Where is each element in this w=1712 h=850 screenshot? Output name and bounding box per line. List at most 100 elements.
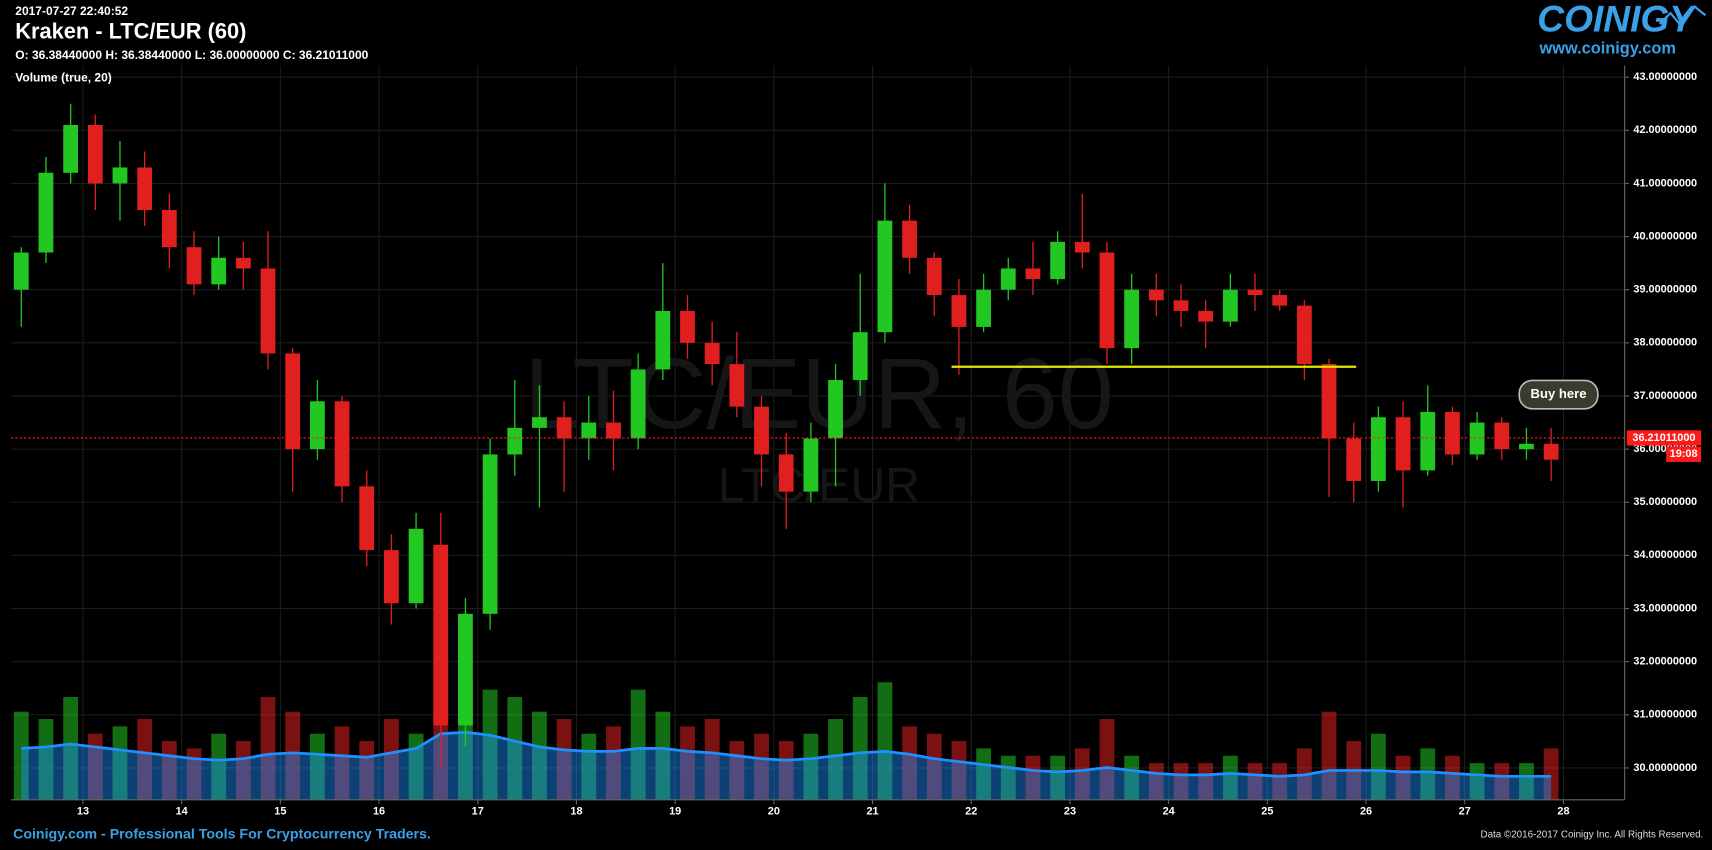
candle-body xyxy=(1469,422,1485,455)
marks xyxy=(10,103,1625,800)
volume-bar xyxy=(1543,748,1559,800)
candle-body xyxy=(877,220,893,333)
volume-ma-area xyxy=(21,732,1552,800)
x-tick-label: 23 xyxy=(1064,806,1076,818)
candle-body xyxy=(704,342,720,365)
volume-bar xyxy=(1050,755,1066,800)
candle-body xyxy=(902,220,917,258)
indicator-label: Volume (true, 20) xyxy=(15,71,111,85)
volume-bar xyxy=(1025,755,1041,800)
volume-bar xyxy=(704,719,720,800)
candle-body xyxy=(1395,417,1411,471)
candle-body xyxy=(754,406,769,455)
volume-bar xyxy=(803,733,819,800)
y-tick-label: 35.00000000 xyxy=(1633,496,1697,508)
candle-body xyxy=(828,380,843,439)
candle-body xyxy=(556,417,572,439)
candle-body xyxy=(852,332,868,381)
logo: COINIGY xyxy=(1537,0,1697,40)
candle-body xyxy=(482,454,498,614)
candle-body xyxy=(334,401,350,487)
volume-bar xyxy=(1173,763,1189,800)
volume-bar xyxy=(778,741,794,800)
watermark-sub: LTC/EUR xyxy=(718,460,920,513)
y-tick-label: 40.00000000 xyxy=(1633,230,1697,242)
logo-icon xyxy=(1658,4,1707,29)
timer-label: 19:08 xyxy=(1670,448,1698,460)
last-price-label: 36.21011000 xyxy=(1632,432,1695,444)
candle-body xyxy=(1247,289,1263,296)
candle-body xyxy=(235,257,251,269)
footer-left: Coinigy.com - Professional Tools For Cry… xyxy=(13,826,431,842)
candle-body xyxy=(309,401,325,450)
candle-body xyxy=(680,310,695,343)
volume-bar xyxy=(877,682,893,800)
candle-body xyxy=(359,486,375,551)
last-price-box xyxy=(1626,430,1702,446)
candle-body xyxy=(186,247,202,285)
x-tick-label: 13 xyxy=(77,806,89,818)
candle-body xyxy=(1370,417,1386,481)
volume-bar xyxy=(1222,755,1238,800)
candle-body xyxy=(112,167,128,184)
x-tick-label: 16 xyxy=(373,806,385,818)
volume-bar xyxy=(285,711,301,800)
volume-bar xyxy=(112,726,128,800)
volume-bar xyxy=(1370,733,1386,800)
candle-body xyxy=(260,268,276,354)
volume-bar xyxy=(630,689,646,800)
candle-body xyxy=(137,167,153,210)
volume-bar xyxy=(1124,755,1140,800)
volume-bar xyxy=(1074,748,1090,800)
y-tick-label: 31.00000000 xyxy=(1633,709,1697,721)
volume-bar xyxy=(87,733,103,800)
candle-body xyxy=(803,438,819,492)
x-tick-label: 28 xyxy=(1557,806,1569,818)
candle-body xyxy=(1420,411,1436,471)
volume-bar xyxy=(828,719,843,800)
volume-bar xyxy=(976,748,992,800)
candle-body xyxy=(1050,241,1066,280)
candle-body xyxy=(655,310,671,370)
candle-body xyxy=(630,369,646,439)
title: Kraken - LTC/EUR (60) xyxy=(15,19,246,44)
timer-box xyxy=(1666,446,1702,462)
callout-box xyxy=(1518,379,1599,410)
timestamp: 2017-07-27 22:40:52 xyxy=(15,4,128,18)
candle-body xyxy=(778,454,794,492)
candle-body xyxy=(1074,241,1090,253)
volume-bar xyxy=(1469,763,1485,800)
x-tick-label: 25 xyxy=(1261,806,1273,818)
candle-body xyxy=(1346,438,1362,481)
volume-bar xyxy=(186,748,202,800)
candle-body xyxy=(1296,305,1312,365)
candle-body xyxy=(1198,310,1214,322)
x-tick-label: 27 xyxy=(1459,806,1471,818)
volume-ma-line xyxy=(21,730,1552,778)
y-tick-label: 43.00000000 xyxy=(1633,71,1697,83)
volume-bar xyxy=(754,733,769,800)
candle-body xyxy=(976,289,992,327)
x-tick-label: 19 xyxy=(669,806,681,818)
volume-bar xyxy=(235,741,251,800)
volume-bar xyxy=(1494,763,1510,800)
x-tick-label: 18 xyxy=(570,806,582,818)
grid xyxy=(10,65,1625,800)
candle-body xyxy=(38,172,54,253)
candle-body xyxy=(1000,268,1016,290)
candle-body xyxy=(63,124,79,173)
volume-bar xyxy=(334,726,350,800)
volume-bar xyxy=(1198,763,1214,800)
x-tick-label: 24 xyxy=(1163,806,1175,818)
volume-bar xyxy=(384,719,399,800)
x-tick-label: 20 xyxy=(768,806,780,818)
candle-body xyxy=(408,528,424,604)
volume-bar xyxy=(1519,763,1534,800)
callout-text: Buy here xyxy=(1531,386,1587,401)
volume-bar xyxy=(926,733,942,800)
y-tick-label: 34.00000000 xyxy=(1633,549,1697,561)
volume-bar xyxy=(507,697,523,800)
candle-body xyxy=(1445,411,1460,455)
volume-bar xyxy=(309,733,325,800)
